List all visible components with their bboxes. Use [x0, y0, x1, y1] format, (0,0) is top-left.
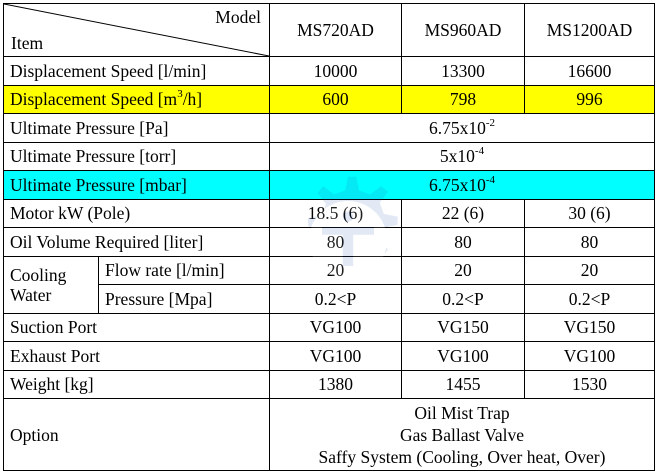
value-cell: 0.2<P: [269, 284, 402, 314]
row-label: Weight [kg]: [3, 369, 270, 399]
oil-volume-row: Oil Volume Required [liter] 80 80 80: [3, 227, 655, 257]
option-line: Gas Ballast Valve: [399, 424, 525, 445]
value-cell: VG100: [269, 312, 402, 342]
ultimate-pressure-mbar-row: Ultimate Pressure [mbar] 6.75x10-4: [3, 170, 655, 200]
row-label: Exhaust Port: [3, 341, 270, 371]
row-label: Pressure [Mpa]: [98, 284, 270, 314]
value-cell: 798: [401, 84, 525, 114]
cooling-label-line1: Cooling: [10, 264, 67, 285]
row-label: Ultimate Pressure [torr]: [3, 141, 270, 171]
cooling-pressure-row: Pressure [Mpa] 0.2<P 0.2<P 0.2<P: [4, 284, 655, 314]
option-line: Oil Mist Trap: [414, 402, 510, 423]
value-cell: 20: [524, 255, 655, 285]
model-header-3: MS1200AD: [524, 3, 655, 57]
label-suffix: /h]: [182, 89, 203, 110]
row-label: Ultimate Pressure [Pa]: [3, 113, 270, 143]
spec-table: Model Item MS720AD MS960AD MS1200AD Disp…: [3, 3, 655, 471]
model-header-1: MS720AD: [269, 3, 402, 57]
motor-row: Motor kW (Pole) 18.5 (6) 22 (6) 30 (6): [3, 198, 655, 228]
value-cell: VG100: [401, 341, 525, 371]
row-label: Motor kW (Pole): [3, 198, 270, 228]
header-row: Model Item MS720AD MS960AD MS1200AD: [3, 3, 655, 57]
diagonal-divider: [4, 4, 269, 56]
value-cell: 1530: [524, 369, 655, 399]
item-header-label: Item: [11, 33, 44, 53]
value-cell: 600: [269, 84, 402, 114]
row-label: Option: [3, 398, 270, 471]
value-cell: 80: [401, 227, 525, 257]
merged-value-cell: 6.75x10-2: [269, 113, 655, 143]
merged-value-cell: 5x10-4: [269, 141, 655, 171]
cooling-label-line2: Water: [10, 284, 52, 305]
ultimate-pressure-pa-row: Ultimate Pressure [Pa] 6.75x10-2: [3, 113, 655, 143]
value-cell: 20: [401, 255, 525, 285]
merged-value-cell: 6.75x10-4: [269, 170, 655, 200]
row-label: Oil Volume Required [liter]: [3, 227, 270, 257]
option-line: Saffy System (Cooling, Over heat, Over): [318, 446, 606, 467]
value-cell: 22 (6): [401, 198, 525, 228]
value-cell: 13300: [401, 56, 525, 86]
value-base: 6.75x10: [428, 117, 486, 138]
row-label: Displacement Speed [l/min]: [3, 56, 270, 86]
model-header-label: Model: [215, 7, 261, 27]
displacement-lmin-row: Displacement Speed [l/min] 10000 13300 1…: [3, 56, 655, 86]
value-exponent: -4: [474, 145, 485, 158]
cooling-flow-row: Cooling Water Flow rate [l/min] 20 20 20: [3, 255, 655, 314]
value-cell: 16600: [524, 56, 655, 86]
row-label: Ultimate Pressure [mbar]: [3, 170, 270, 200]
value-cell: 0.2<P: [524, 284, 655, 314]
value-cell: 80: [524, 227, 655, 257]
value-cell: 10000: [269, 56, 402, 86]
cooling-water-group-label: Cooling Water: [3, 255, 99, 314]
option-row: Option Oil Mist Trap Gas Ballast Valve S…: [3, 398, 655, 471]
value-cell: VG100: [524, 341, 655, 371]
label-superscript: 3: [177, 88, 183, 101]
value-cell: VG150: [524, 312, 655, 342]
value-cell: VG100: [269, 341, 402, 371]
value-cell: VG150: [401, 312, 525, 342]
value-cell: 30 (6): [524, 198, 655, 228]
label-prefix: Displacement Speed [m: [10, 89, 178, 110]
value-exponent: -2: [485, 116, 496, 129]
value-exponent: -4: [485, 173, 496, 186]
option-value-cell: Oil Mist Trap Gas Ballast Valve Saffy Sy…: [269, 398, 655, 471]
value-cell: 1380: [269, 369, 402, 399]
row-label: Flow rate [l/min]: [98, 255, 270, 285]
exhaust-port-row: Exhaust Port VG100 VG100 VG100: [3, 341, 655, 371]
model-header-2: MS960AD: [401, 3, 525, 57]
value-cell: 0.2<P: [401, 284, 525, 314]
value-cell: 18.5 (6): [269, 198, 402, 228]
value-base: 5x10: [439, 146, 475, 167]
model-item-corner-cell: Model Item: [3, 3, 270, 57]
row-label: Suction Port: [3, 312, 270, 342]
value-cell: 1455: [401, 369, 525, 399]
suction-port-row: Suction Port VG100 VG150 VG150: [3, 312, 655, 342]
value-cell: 80: [269, 227, 402, 257]
value-cell: 20: [269, 255, 402, 285]
ultimate-pressure-torr-row: Ultimate Pressure [torr] 5x10-4: [3, 141, 655, 171]
value-base: 6.75x10: [428, 174, 486, 195]
value-cell: 996: [524, 84, 655, 114]
displacement-m3h-row: Displacement Speed [m3/h] 600 798 996: [3, 84, 655, 114]
row-label: Displacement Speed [m3/h]: [3, 84, 270, 114]
weight-row: Weight [kg] 1380 1455 1530: [3, 369, 655, 399]
